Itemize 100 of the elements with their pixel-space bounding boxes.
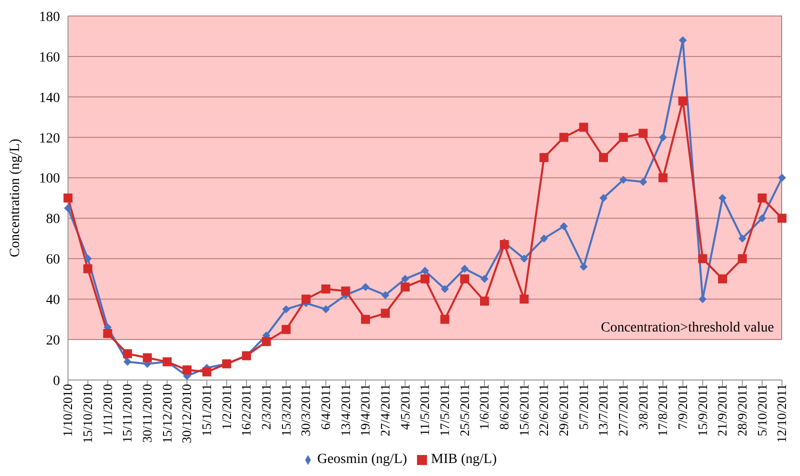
point xyxy=(559,132,568,142)
point xyxy=(738,234,746,242)
y-tick-label: 0 xyxy=(53,374,60,389)
x-tick-label: 5/7/2011 xyxy=(576,384,591,430)
point xyxy=(738,254,747,264)
point xyxy=(341,286,350,296)
point xyxy=(639,178,648,186)
point xyxy=(361,314,370,324)
x-tick-label: 15/10/2010 xyxy=(80,384,96,444)
point xyxy=(778,214,786,223)
legend-label: MIB (ng/L) xyxy=(431,452,497,467)
point xyxy=(64,204,72,212)
y-axis-title: Concentration (ng/L) xyxy=(8,138,23,258)
point xyxy=(659,133,667,142)
point xyxy=(560,222,568,230)
point xyxy=(480,296,489,306)
point xyxy=(460,274,470,284)
x-tick-label: 29/6/2011 xyxy=(556,384,572,436)
x-tick-label: 1/10/2010 xyxy=(60,384,76,437)
point xyxy=(520,294,529,304)
x-tick-label: 12/10/2011 xyxy=(774,384,790,443)
x-tick-label: 2/3/2011 xyxy=(258,384,274,430)
point xyxy=(480,274,488,283)
point xyxy=(658,173,668,182)
x-tick-label: 15/6/2011 xyxy=(516,384,532,436)
point xyxy=(638,128,648,138)
point xyxy=(421,266,429,275)
point xyxy=(321,284,330,294)
point xyxy=(83,264,92,274)
legend-label: Geosmin (ng/L) xyxy=(317,452,408,467)
x-tick-label: 15/11/2010 xyxy=(120,384,135,443)
x-tick-label: 8/6/2011 xyxy=(496,384,512,430)
point xyxy=(698,295,707,304)
point xyxy=(64,194,72,202)
x-tick-label: 28/9/2011 xyxy=(734,384,750,436)
point xyxy=(322,305,330,314)
y-tick-label: 80 xyxy=(46,212,60,228)
point xyxy=(619,176,628,184)
point xyxy=(758,194,767,202)
x-tick-label: 11/5/2011 xyxy=(417,384,432,436)
x-tick-label: 4/5/2011 xyxy=(397,384,412,430)
point xyxy=(580,262,588,271)
point xyxy=(678,96,688,106)
x-tick-label: 30/12/2010 xyxy=(179,384,194,444)
x-tick-label: 15/3/2011 xyxy=(278,384,294,436)
x-tick-label: 15/12/2010 xyxy=(159,384,174,444)
y-tick-label: 100 xyxy=(39,172,60,187)
point xyxy=(84,254,92,263)
point xyxy=(718,194,726,202)
point xyxy=(440,314,450,324)
point xyxy=(440,285,449,293)
point xyxy=(302,294,310,304)
x-tick-label: 16/2/2011 xyxy=(238,384,254,436)
point xyxy=(758,214,766,222)
x-tick-label: 1/2/2011 xyxy=(218,384,234,430)
point xyxy=(420,274,430,284)
band-label: Concentration>threshold value xyxy=(600,320,774,336)
point xyxy=(718,274,727,284)
x-tick-label: 3/8/2011 xyxy=(635,384,650,430)
point xyxy=(362,282,370,291)
point xyxy=(282,324,291,334)
x-tick-label: 1/6/2011 xyxy=(476,384,492,430)
x-tick-label: 17/8/2011 xyxy=(655,384,670,436)
x-tick-label: 25/5/2011 xyxy=(456,384,472,436)
point xyxy=(380,308,390,318)
x-tick-label: 7/9/2011 xyxy=(675,384,690,430)
point xyxy=(123,349,132,358)
y-tick-label: 160 xyxy=(39,50,60,66)
x-tick-label: 5/10/2011 xyxy=(754,384,770,436)
x-tick-label: 27/7/2011 xyxy=(616,384,631,436)
point xyxy=(618,132,628,142)
x-tick-label: 19/4/2011 xyxy=(358,384,373,436)
point xyxy=(282,305,290,314)
y-tick-label: 40 xyxy=(46,293,60,308)
x-tick-label: 27/4/2011 xyxy=(378,384,393,436)
point xyxy=(600,194,608,202)
point xyxy=(540,234,548,242)
point xyxy=(540,153,548,162)
y-tick-label: 20 xyxy=(46,334,60,349)
point xyxy=(381,291,390,300)
point xyxy=(202,367,212,376)
point xyxy=(400,282,410,292)
x-tick-label: 30/3/2011 xyxy=(298,384,314,436)
x-tick-label: 17/5/2011 xyxy=(437,384,452,436)
x-tick-label: 15/9/2011 xyxy=(694,384,710,436)
y-tick-label: 180 xyxy=(39,10,60,25)
point xyxy=(599,153,608,162)
point xyxy=(500,240,509,250)
x-tick-label: 21/9/2011 xyxy=(714,384,730,436)
x-tick-label: 30/11/2010 xyxy=(140,384,155,443)
point xyxy=(698,254,708,264)
point xyxy=(520,254,528,263)
x-tick-label: 13/7/2011 xyxy=(596,384,611,436)
point xyxy=(182,365,192,374)
x-tick-label: 15/1/2011 xyxy=(199,384,214,436)
x-tick-label: 22/6/2011 xyxy=(536,384,552,436)
point xyxy=(401,274,410,283)
point xyxy=(142,353,152,362)
point xyxy=(103,328,112,338)
point xyxy=(262,337,271,346)
